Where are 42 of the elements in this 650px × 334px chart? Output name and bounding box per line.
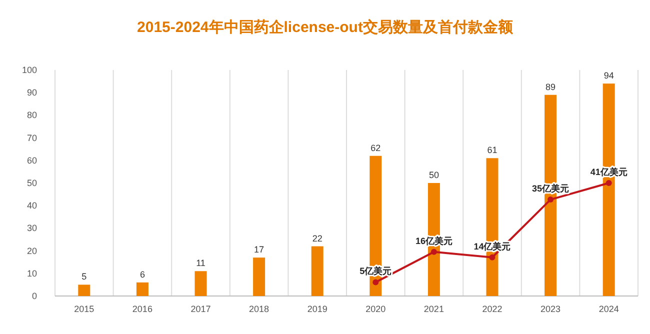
data-label: 22 bbox=[312, 233, 322, 244]
y-tick-label: 30 bbox=[26, 223, 37, 234]
x-tick-label: 2022 bbox=[482, 304, 502, 314]
y-tick-label: 40 bbox=[26, 200, 37, 211]
point bbox=[430, 248, 437, 255]
data-label: 61 bbox=[487, 145, 498, 156]
x-tick-label: 2023 bbox=[540, 304, 561, 314]
chart-title: 2015-2024年中国药企license-out交易数量及首付款金额 bbox=[137, 18, 514, 36]
bar bbox=[311, 246, 324, 296]
x-tick-label: 2020 bbox=[366, 304, 386, 314]
point bbox=[548, 196, 554, 203]
y-tick-label: 10 bbox=[26, 268, 37, 278]
x-tick-label: 2021 bbox=[424, 304, 444, 314]
data-label: 6 bbox=[140, 269, 145, 280]
data-label: 50 bbox=[428, 170, 439, 180]
bar bbox=[136, 282, 148, 296]
point bbox=[372, 279, 379, 286]
y-tick-label: 90 bbox=[26, 88, 37, 98]
x-tick-label: 2016 bbox=[132, 304, 152, 314]
y-tick-label: 50 bbox=[26, 178, 37, 188]
x-tick-label: 2019 bbox=[307, 304, 328, 314]
x-tick-label: 2017 bbox=[190, 304, 211, 314]
data-label: 17 bbox=[254, 244, 264, 255]
data-label: 11 bbox=[196, 258, 206, 268]
bar bbox=[78, 284, 90, 296]
point bbox=[489, 254, 496, 260]
data-label: 62 bbox=[370, 142, 381, 153]
y-tick-label: 20 bbox=[26, 246, 37, 256]
data-label: 5 bbox=[82, 272, 87, 282]
point bbox=[606, 180, 612, 186]
data-label: 89 bbox=[546, 82, 556, 92]
y-tick-label: 80 bbox=[26, 110, 37, 120]
x-tick-label: 2024 bbox=[598, 304, 619, 314]
data-label: 94 bbox=[604, 70, 614, 81]
y-tick-label: 70 bbox=[26, 132, 37, 143]
y-tick-label: 100 bbox=[22, 65, 37, 75]
x-tick-label: 2015 bbox=[74, 304, 94, 314]
y-tick-label: 60 bbox=[26, 155, 37, 166]
x-tick-label: 2018 bbox=[249, 304, 270, 314]
bar bbox=[253, 258, 266, 296]
bar bbox=[194, 271, 207, 296]
y-tick-label: 0 bbox=[32, 291, 37, 301]
